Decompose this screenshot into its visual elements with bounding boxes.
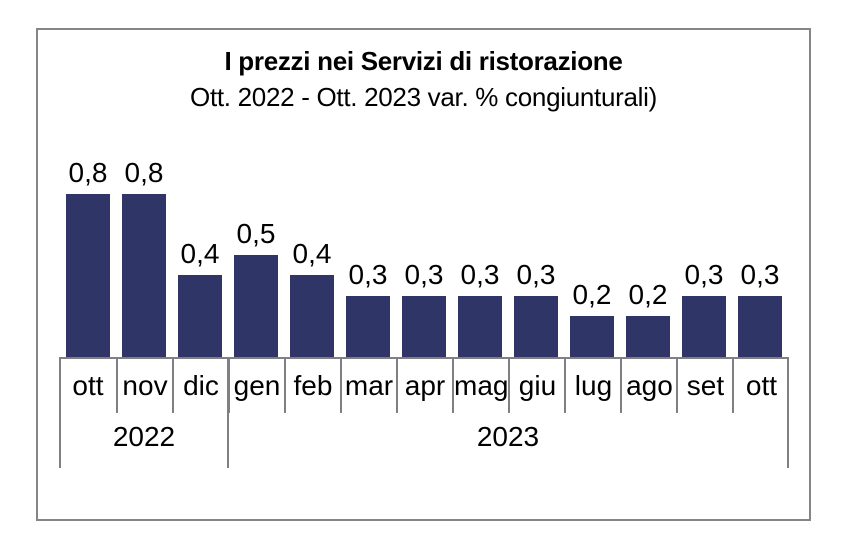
month-label-6-apr: apr (396, 359, 452, 413)
year-group-tick (227, 357, 229, 468)
month-label-8-giu: giu (508, 359, 564, 413)
bar-value-label: 0,3 (740, 259, 780, 290)
bar-8-giu (514, 296, 558, 357)
bar-value-label: 0,3 (684, 259, 724, 290)
year-label-2023: 2023 (476, 421, 540, 452)
bar-value-label: 0,4 (180, 238, 220, 269)
year-group-tick (787, 357, 789, 468)
x-axis-month-labels: ott nov dic gen feb mar apr mag giu lug ago set ott (60, 357, 788, 413)
bar-3-gen (234, 255, 278, 357)
bar-4-feb (290, 275, 334, 357)
chart-subtitle: Ott. 2022 - Ott. 2023 var. % congiuntura… (190, 82, 657, 112)
bar-12-ott (738, 296, 782, 357)
bar-value-label: 0,2 (572, 279, 612, 310)
month-label-4-feb: feb (284, 359, 340, 413)
year-group-tick (59, 357, 61, 468)
year-label-2022: 2022 (112, 421, 176, 452)
month-label-2-dic: dic (172, 359, 228, 413)
bar-1-nov (122, 194, 166, 357)
chart-frame: I prezzi nei Servizi di ristorazione Ott… (36, 28, 811, 521)
month-label-12-ott: ott (732, 359, 788, 413)
bar-value-label: 0,3 (404, 259, 444, 290)
month-label-3-gen: gen (228, 359, 284, 413)
month-label-1-nov: nov (116, 359, 172, 413)
bar-0-ott (66, 194, 110, 357)
bar-value-label: 0,4 (292, 238, 332, 269)
bar-value-label: 0,8 (124, 157, 164, 188)
bar-2-dic (178, 275, 222, 357)
bar-7-mag (458, 296, 502, 357)
month-label-5-mar: mar (340, 359, 396, 413)
bar-value-label: 0,3 (516, 259, 556, 290)
bar-value-label: 0,3 (348, 259, 388, 290)
chart-title: I prezzi nei Servizi di ristorazione (224, 46, 623, 76)
month-label-10-ago: ago (620, 359, 676, 413)
bar-10-ago (626, 316, 670, 357)
month-label-11-set: set (676, 359, 732, 413)
bar-11-set (682, 296, 726, 357)
bar-9-lug (570, 316, 614, 357)
bar-value-label: 0,8 (68, 157, 108, 188)
x-axis-year-labels: 2022 2023 (60, 411, 788, 468)
month-label-0-ott: ott (72, 370, 104, 401)
bar-6-apr (402, 296, 446, 357)
bar-value-label: 0,2 (628, 279, 668, 310)
bar-value-label: 0,5 (236, 218, 276, 249)
month-label-9-lug: lug (564, 359, 620, 413)
month-label-7-mag: mag (452, 359, 508, 413)
bar-value-label: 0,3 (460, 259, 500, 290)
plot-area: 0,8 0,8 0,4 0,5 0,4 0,3 0,3 0,3 0,3 0,2 0,2 0,3 0,3 (60, 30, 788, 357)
bar-5-mar (346, 296, 390, 357)
